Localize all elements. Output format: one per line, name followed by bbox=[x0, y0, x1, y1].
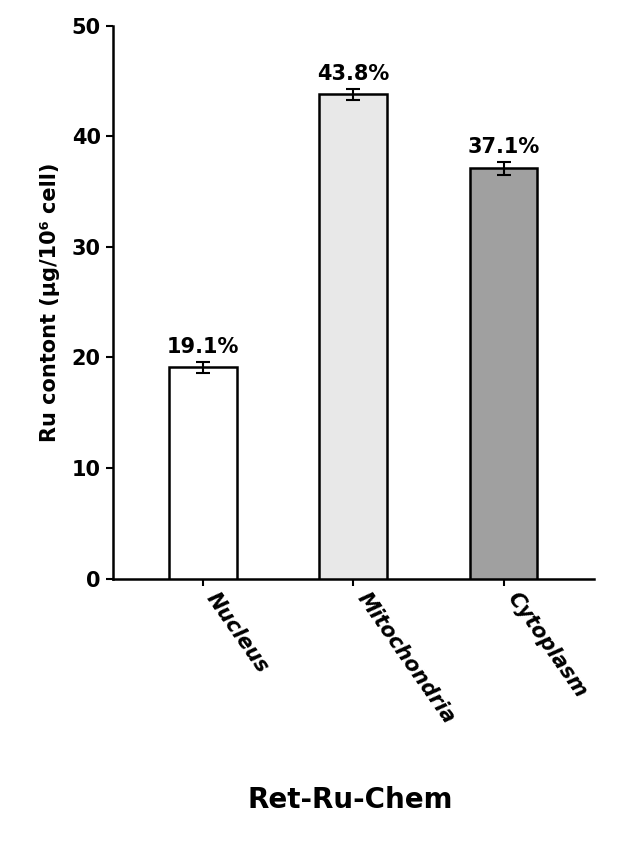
Text: Ret-Ru-Chem: Ret-Ru-Chem bbox=[248, 786, 452, 814]
Bar bbox=[169, 368, 237, 579]
Y-axis label: Ru contont (μg/10⁶ cell): Ru contont (μg/10⁶ cell) bbox=[41, 163, 61, 442]
Bar bbox=[319, 94, 387, 579]
Bar bbox=[469, 168, 538, 579]
Text: 37.1%: 37.1% bbox=[468, 137, 539, 157]
Text: 19.1%: 19.1% bbox=[166, 337, 239, 357]
Text: 43.8%: 43.8% bbox=[317, 64, 389, 84]
